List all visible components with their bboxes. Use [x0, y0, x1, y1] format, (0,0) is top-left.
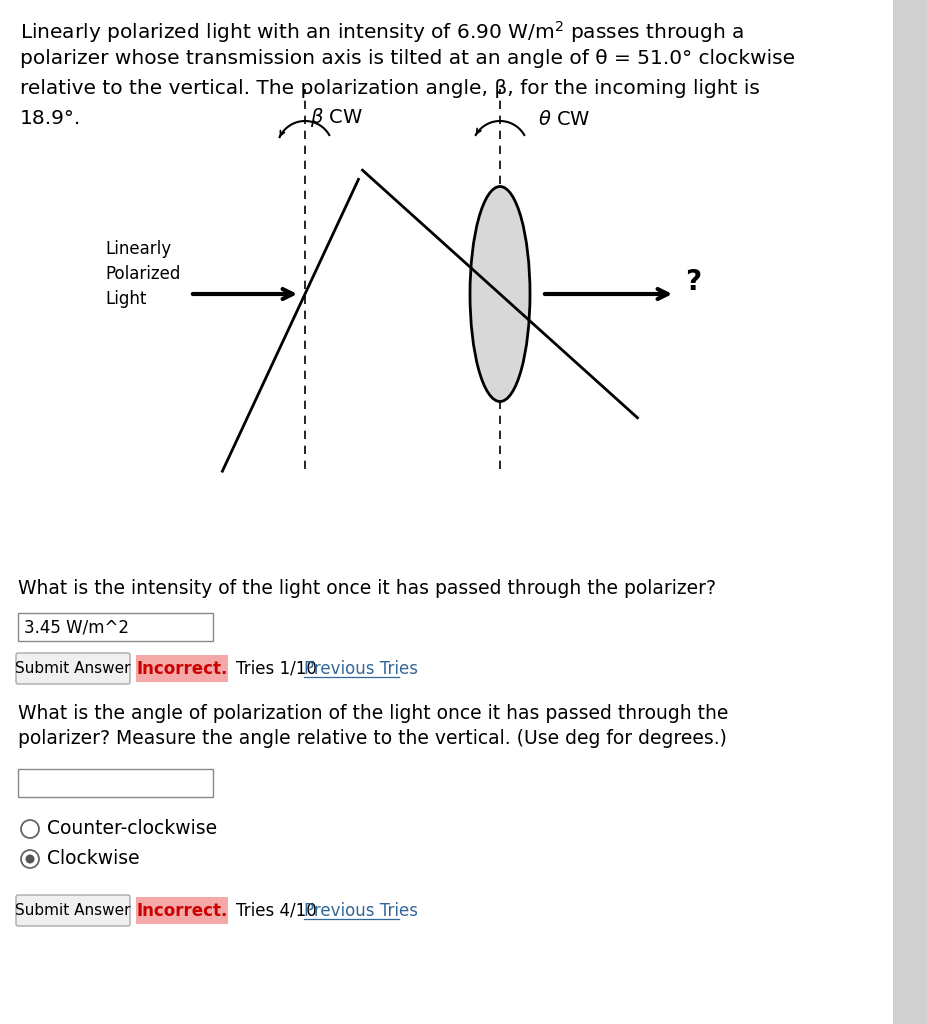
- Bar: [18, 769, 213, 797]
- Bar: [136, 897, 228, 924]
- Text: Previous Tries: Previous Tries: [304, 901, 418, 920]
- FancyBboxPatch shape: [16, 895, 130, 926]
- Text: Linearly
Polarized
Light: Linearly Polarized Light: [105, 240, 181, 308]
- Text: 3.45 W/m^2: 3.45 W/m^2: [24, 618, 129, 636]
- Text: ?: ?: [685, 268, 701, 296]
- Text: Submit Answer: Submit Answer: [15, 662, 131, 676]
- Text: Clockwise: Clockwise: [47, 850, 140, 868]
- Text: Counter-clockwise: Counter-clockwise: [47, 819, 217, 839]
- Text: polarizer? Measure the angle relative to the vertical. (Use deg for degrees.): polarizer? Measure the angle relative to…: [18, 729, 727, 748]
- Text: $\theta$ CW: $\theta$ CW: [538, 110, 590, 129]
- Text: 18.9°.: 18.9°.: [20, 109, 82, 128]
- Text: Submit Answer: Submit Answer: [15, 903, 131, 918]
- Text: Incorrect.: Incorrect.: [136, 901, 228, 920]
- Text: Previous Tries: Previous Tries: [304, 659, 418, 678]
- Bar: [18, 613, 213, 641]
- Bar: [136, 655, 228, 682]
- FancyBboxPatch shape: [16, 653, 130, 684]
- Text: $\beta$ CW: $\beta$ CW: [310, 106, 362, 129]
- Text: Linearly polarized light with an intensity of 6.90 W/m$^2$ passes through a: Linearly polarized light with an intensi…: [20, 19, 743, 45]
- Text: Incorrect.: Incorrect.: [136, 659, 228, 678]
- Text: Tries 4/10: Tries 4/10: [236, 901, 322, 920]
- Ellipse shape: [470, 186, 530, 401]
- Text: polarizer whose transmission axis is tilted at an angle of θ = 51.0° clockwise: polarizer whose transmission axis is til…: [20, 49, 795, 68]
- Circle shape: [26, 854, 34, 863]
- Text: relative to the vertical. The polarization angle, β, for the incoming light is: relative to the vertical. The polarizati…: [20, 79, 760, 98]
- Text: What is the angle of polarization of the light once it has passed through the: What is the angle of polarization of the…: [18, 705, 729, 723]
- Text: Tries 1/10: Tries 1/10: [236, 659, 322, 678]
- Bar: [893, 0, 927, 1024]
- Text: What is the intensity of the light once it has passed through the polarizer?: What is the intensity of the light once …: [18, 579, 716, 598]
